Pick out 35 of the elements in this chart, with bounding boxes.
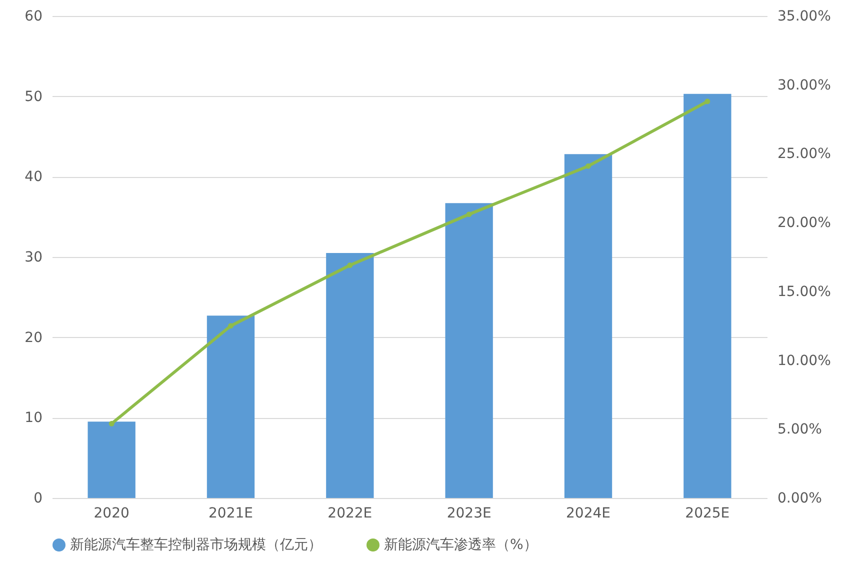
y2-tick-label: 20.00% <box>778 215 831 232</box>
y-tick-label: 0 <box>34 490 42 506</box>
y2-tick-label: 10.00% <box>778 352 831 369</box>
legend-label: 新能源汽车整车控制器市场规模（亿元） <box>70 537 322 553</box>
point <box>586 163 591 169</box>
point <box>228 323 234 329</box>
point <box>347 262 353 268</box>
y-tick-label: 10 <box>24 410 42 426</box>
y-tick-label: 30 <box>24 250 42 266</box>
point <box>466 212 472 218</box>
y-tick-label: 20 <box>24 330 42 346</box>
x-tick-label: 2021E <box>208 506 253 522</box>
bar <box>88 422 136 498</box>
point <box>108 420 114 426</box>
x-tick-label: 2024E <box>566 506 610 522</box>
x-tick-label: 2020 <box>94 506 130 522</box>
y2-tick-label: 5.00% <box>778 422 822 438</box>
x-tick-label: 2025E <box>685 506 730 522</box>
x-tick-label: 2022E <box>328 506 372 522</box>
y2-tick-label: 25.00% <box>778 146 831 162</box>
y-tick-label: 40 <box>24 169 42 186</box>
x-tick-label: 2023E <box>446 506 492 522</box>
y-tick-label: 50 <box>24 88 42 105</box>
bar <box>564 154 612 498</box>
point <box>704 98 710 104</box>
legend-label: 新能源汽车渗透率（%） <box>384 537 538 553</box>
y2-tick-label: 15.00% <box>778 284 831 300</box>
bar <box>445 203 493 498</box>
y-tick-label: 60 <box>24 8 42 24</box>
bar <box>684 94 732 498</box>
bar <box>326 252 374 498</box>
y2-tick-label: 35.00% <box>778 8 831 24</box>
y2-tick-label: 0.00% <box>778 490 822 506</box>
y2-tick-label: 30.00% <box>778 77 831 94</box>
bar <box>206 316 255 498</box>
